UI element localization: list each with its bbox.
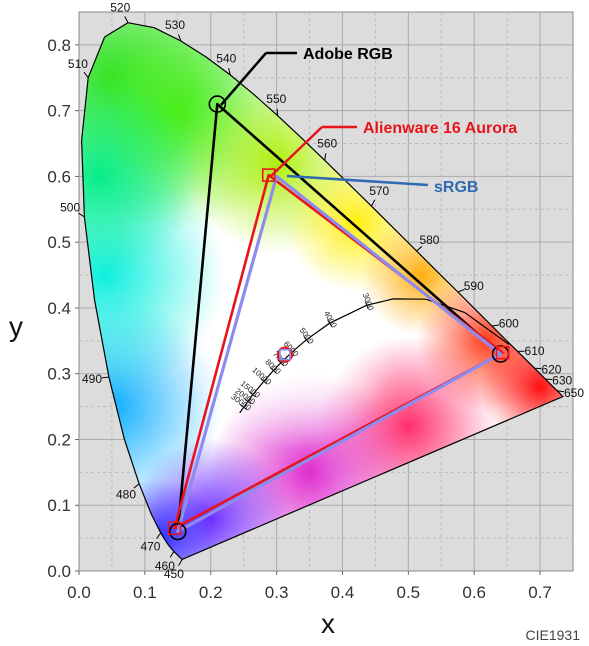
wavelength-label: 470 [140, 540, 160, 554]
wavelength-label: 650 [564, 386, 584, 400]
wavelength-label: 600 [499, 317, 519, 331]
wavelength-tick [101, 376, 109, 379]
alienware-callout-line [270, 126, 323, 177]
wavelength-tick [169, 551, 175, 558]
x-tick-label: 0.4 [331, 583, 355, 602]
y-tick-label: 0.2 [47, 430, 71, 449]
wavelength-tick [178, 34, 182, 42]
color-blob [81, 76, 199, 277]
wavelength-tick [83, 71, 89, 78]
srgb-label: sRGB [434, 179, 478, 196]
gamut-triangle-2 [176, 174, 503, 534]
wavelength-label: 570 [369, 184, 389, 198]
x-tick-label: 0.0 [67, 583, 91, 602]
axis-ticks: 0.0 0.1 0.2 0.3 0.4 0.5 0.6 0.7 0.0 0.1 0.2 0.3 0.4 0… [47, 36, 552, 602]
y-tick-label: 0.3 [47, 365, 71, 384]
y-tick-label: 0.1 [47, 496, 71, 515]
cct-tick [364, 301, 369, 310]
cct-tick [277, 359, 285, 366]
alienware-white-marker [279, 348, 291, 361]
wavelength-tick [133, 483, 140, 489]
cct-tick [303, 336, 310, 344]
wavelength-tick [457, 289, 465, 293]
x-tick-label: 0.7 [528, 583, 552, 602]
wavelength-tick [557, 390, 565, 393]
cct-tick [244, 398, 252, 405]
wavelength-tick [156, 532, 162, 539]
wavelength-label: 510 [68, 57, 88, 71]
wavelength-label: 460 [155, 559, 175, 573]
wavelength-label: 540 [216, 51, 236, 65]
x-tick-label: 0.6 [462, 583, 486, 602]
x-axis-label: x [321, 608, 335, 639]
wavelength-label: 560 [317, 136, 337, 150]
wavelength-label: 610 [525, 344, 545, 358]
adobe-rgb-primary-marker [169, 522, 187, 541]
wavelength-tick [371, 199, 376, 207]
srgb-callout-line [286, 174, 429, 187]
y-tick-label: 0.5 [47, 233, 71, 252]
y-tick-label: 0.7 [47, 102, 71, 121]
wavelength-label: 530 [165, 18, 185, 32]
wavelength-tick [276, 108, 279, 116]
adobe-rgb-callout-line [220, 52, 267, 106]
cct-tick [270, 367, 277, 374]
gamut-triangles [167, 95, 510, 541]
wavelength-tick [545, 378, 553, 381]
wavelength-label: 490 [82, 372, 102, 386]
spectral-locus-outline [80, 22, 564, 561]
wavelength-label: 480 [116, 488, 136, 502]
alienware-primary-marker [167, 521, 182, 536]
wavelength-label: 500 [60, 201, 80, 215]
wavelength-label: 520 [110, 0, 130, 14]
wavelength-label: 450 [164, 567, 184, 581]
cct-tick [260, 378, 268, 385]
footer-label: CIE1931 [526, 627, 581, 643]
wavelength-tick [416, 246, 423, 252]
alienware-label: Alienware 16 Aurora [363, 120, 517, 137]
wavelength-tick [78, 212, 85, 218]
y-tick-label: 0.4 [47, 299, 71, 318]
x-tick-label: 0.3 [265, 583, 289, 602]
cct-tick [240, 404, 248, 411]
x-tick-label: 0.2 [199, 583, 223, 602]
cct-tick [327, 319, 333, 327]
cct-tick [249, 391, 257, 398]
wavelength-label: 550 [266, 92, 286, 106]
y-tick-label: 0.6 [47, 167, 71, 186]
y-axis-label: y [9, 311, 23, 342]
adobe-rgb-primary-marker [208, 95, 227, 113]
adobe-rgb-label: Adobe RGB [303, 46, 393, 63]
wavelength-tick [324, 153, 327, 161]
wavelength-label: 620 [541, 362, 561, 376]
y-tick-label: 0.0 [47, 562, 71, 581]
wavelength-tick [491, 324, 499, 327]
wavelength-tick [228, 68, 231, 76]
x-tick-label: 0.5 [397, 583, 421, 602]
y-tick-label: 0.8 [47, 36, 71, 55]
wavelength-label: 580 [419, 233, 439, 247]
x-tick-label: 0.1 [133, 583, 157, 602]
wavelength-tick [178, 559, 183, 566]
color-blob [480, 326, 563, 447]
alienware-primary-marker [495, 345, 510, 360]
wavelength-label: 630 [552, 374, 572, 388]
wavelength-label: 590 [464, 279, 484, 293]
alienware-primary-marker [261, 168, 276, 182]
white-point-marker [276, 346, 294, 363]
legend-callouts: Adobe RGB Alienware 16 Aurora sRGB [220, 46, 517, 196]
wavelength-tick [124, 16, 129, 23]
